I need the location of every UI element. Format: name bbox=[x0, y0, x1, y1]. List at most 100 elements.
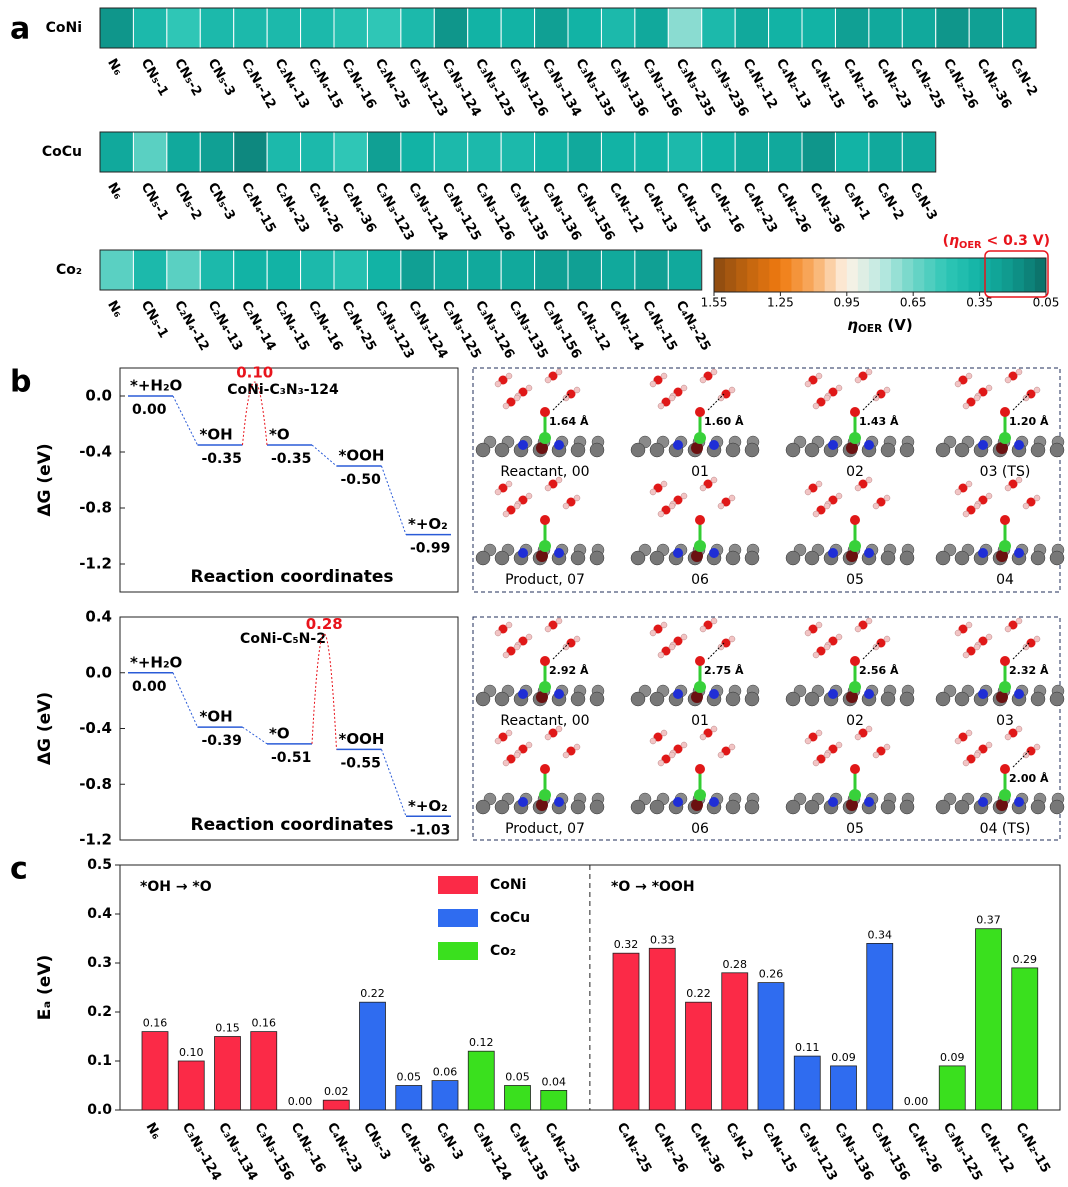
value-label: 0.02 bbox=[324, 1085, 349, 1098]
colorbar-segment bbox=[868, 258, 881, 292]
atom bbox=[804, 550, 820, 566]
atom bbox=[865, 725, 873, 733]
atom bbox=[1008, 620, 1018, 630]
atom bbox=[846, 691, 858, 703]
atom bbox=[1015, 368, 1023, 376]
atom bbox=[744, 691, 760, 707]
atom bbox=[935, 691, 951, 707]
distance-arrow bbox=[552, 642, 570, 660]
value-label: 0.09 bbox=[940, 1051, 965, 1064]
atom bbox=[494, 799, 510, 815]
value-label: 0.05 bbox=[397, 1071, 422, 1084]
atom bbox=[668, 502, 676, 510]
atom bbox=[1033, 635, 1041, 643]
distance-label: 1.43 Å bbox=[859, 415, 899, 428]
colorbar-segment bbox=[891, 258, 903, 292]
atom bbox=[668, 643, 676, 651]
atom bbox=[694, 432, 706, 444]
atom bbox=[958, 483, 968, 493]
atom bbox=[668, 394, 676, 402]
barrier-label: 0.28 bbox=[306, 615, 343, 633]
heatmap-cell bbox=[233, 249, 268, 291]
molecule bbox=[475, 368, 605, 458]
atom bbox=[850, 407, 860, 417]
atom bbox=[728, 635, 736, 643]
atom bbox=[954, 629, 962, 637]
atom bbox=[828, 495, 838, 505]
distance-arrow bbox=[862, 642, 880, 660]
atom bbox=[865, 617, 873, 625]
x-tick-label: CN₅-1 bbox=[138, 180, 171, 223]
heatmap-cell bbox=[1002, 7, 1037, 49]
y-tick-label: 0.4 bbox=[87, 906, 112, 922]
x-tick-label: C₅N-1 bbox=[840, 180, 873, 223]
atom bbox=[695, 656, 705, 666]
value-label: 0.28 bbox=[723, 958, 748, 971]
x-tick-label: CN₅-3 bbox=[360, 1120, 393, 1163]
snapshot-caption: 03 (TS) bbox=[980, 464, 1031, 480]
heatmap-border bbox=[99, 131, 937, 173]
x-tick-label: N₆ bbox=[104, 56, 125, 78]
atom bbox=[589, 550, 605, 566]
atom bbox=[973, 394, 981, 402]
heatmap-cell bbox=[199, 249, 235, 291]
heatmap-cell bbox=[701, 7, 736, 49]
x-tick-label: C₄N₂-25 bbox=[541, 1120, 582, 1175]
y-tick-label: 0.0 bbox=[87, 1102, 112, 1118]
connector bbox=[172, 395, 198, 446]
atom bbox=[966, 397, 976, 407]
atom bbox=[1033, 386, 1041, 394]
highlight-box bbox=[984, 250, 1049, 298]
atom bbox=[506, 397, 516, 407]
legend-label: CoCu bbox=[490, 910, 530, 926]
atom bbox=[935, 442, 951, 458]
atom bbox=[828, 744, 838, 754]
atom bbox=[846, 550, 858, 562]
bar bbox=[467, 1050, 495, 1111]
distance-label: 2.92 Å bbox=[549, 664, 589, 677]
bar bbox=[1011, 967, 1039, 1111]
atom bbox=[673, 636, 683, 646]
atom bbox=[966, 754, 976, 764]
atom bbox=[554, 689, 564, 699]
heatmap-cell bbox=[667, 131, 703, 173]
heatmap-cell bbox=[534, 7, 569, 49]
atom bbox=[804, 488, 812, 496]
value-label: 0.00 bbox=[132, 679, 167, 695]
atom bbox=[973, 751, 981, 759]
atom bbox=[699, 733, 707, 741]
distance-label: 2.75 Å bbox=[704, 664, 744, 677]
atom bbox=[709, 797, 719, 807]
atom bbox=[849, 789, 861, 801]
molecule bbox=[630, 617, 760, 707]
plot-title: CoNi-C₃N₃-124 bbox=[227, 382, 339, 398]
atom bbox=[506, 505, 516, 515]
atom bbox=[539, 789, 551, 801]
x-tick-label: C₅N-2 bbox=[722, 1120, 755, 1163]
atom bbox=[865, 368, 873, 376]
atom bbox=[823, 751, 831, 759]
atom bbox=[562, 643, 570, 651]
atom bbox=[536, 550, 548, 562]
atom bbox=[846, 442, 858, 454]
x-tick-label: C₅N-2 bbox=[873, 180, 906, 223]
atom bbox=[1015, 476, 1023, 484]
atom bbox=[850, 515, 860, 525]
molecule bbox=[630, 368, 760, 458]
heatmap-cell bbox=[667, 7, 703, 49]
atom bbox=[694, 681, 706, 693]
y-tick-label: -1.2 bbox=[79, 831, 112, 849]
atom bbox=[673, 689, 683, 699]
atom bbox=[513, 502, 521, 510]
snapshot-caption: 05 bbox=[846, 572, 864, 588]
atom bbox=[996, 799, 1008, 811]
step-label: *OH bbox=[200, 426, 233, 444]
colorbar-segment bbox=[802, 258, 815, 292]
x-tick-label: C₄N₂-26 bbox=[904, 1120, 945, 1175]
atom bbox=[630, 442, 646, 458]
atom bbox=[554, 797, 564, 807]
colorbar-segment bbox=[935, 258, 947, 292]
atom bbox=[710, 476, 718, 484]
atom bbox=[744, 799, 760, 815]
